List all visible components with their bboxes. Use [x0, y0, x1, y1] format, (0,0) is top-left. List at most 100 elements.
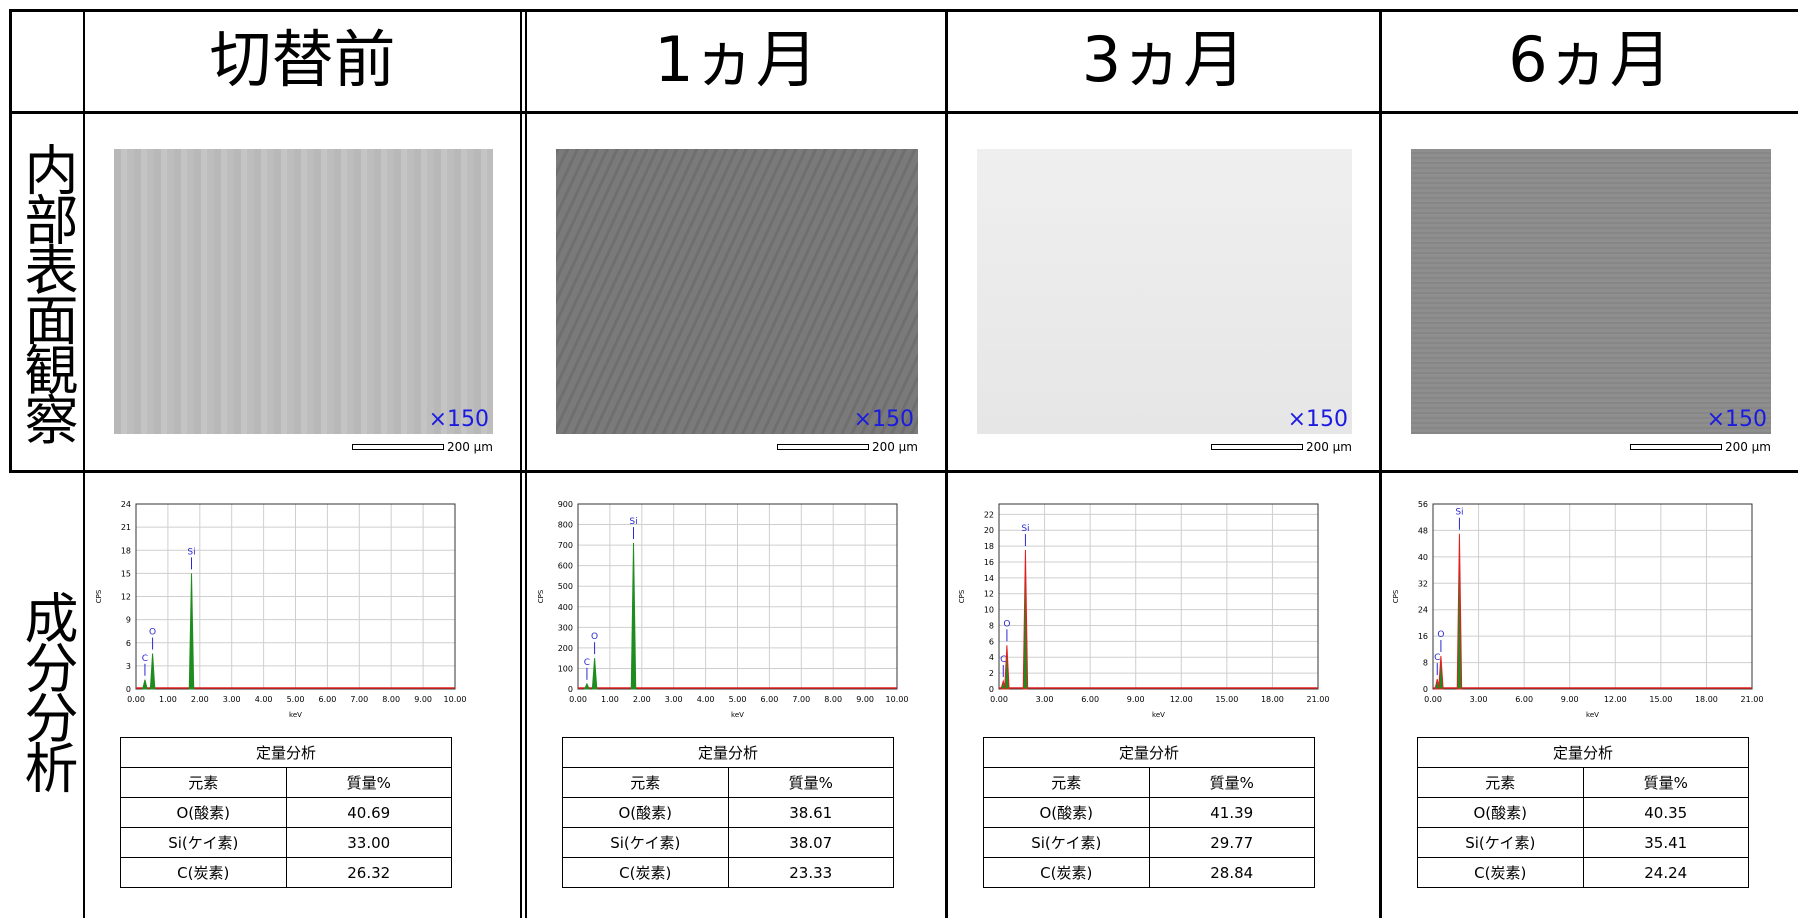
y-axis-label: CPS	[95, 589, 103, 603]
x-tick-label: 6.00	[1515, 695, 1533, 704]
y-tick-label: 24	[1418, 606, 1428, 615]
table-row: 定量分析	[1418, 738, 1749, 768]
x-tick-label: 18.00	[1695, 695, 1718, 704]
x-tick-label: 3.00	[1036, 695, 1054, 704]
y-tick-label: 500	[558, 582, 573, 591]
table-cell: C(炭素)	[984, 858, 1150, 888]
x-tick-label: 9.00	[414, 695, 432, 704]
peak	[592, 658, 596, 689]
y-tick-label: 0	[568, 685, 573, 694]
x-tick-label: 7.00	[792, 695, 810, 704]
x-axis-label: keV	[731, 711, 744, 719]
plot-frame	[1433, 504, 1752, 689]
x-tick-label: 9.00	[1127, 695, 1145, 704]
table-header: 質量%	[728, 768, 894, 798]
y-tick-label: 0	[1423, 685, 1428, 694]
x-tick-label: 15.00	[1215, 695, 1238, 704]
table-row: 元素質量%	[121, 768, 452, 798]
spectrum-chart: 02468101214161820220.003.006.009.0012.00…	[948, 479, 1379, 739]
table-row: Si(ケイ素)38.07	[563, 828, 894, 858]
x-tick-label: 0.00	[990, 695, 1008, 704]
x-tick-label: 7.00	[350, 695, 368, 704]
table-header: 元素	[1418, 768, 1584, 798]
x-tick-label: 9.00	[856, 695, 874, 704]
table-cell: C(炭素)	[563, 858, 729, 888]
x-tick-label: 15.00	[1649, 695, 1672, 704]
table-title: 定量分析	[563, 738, 894, 768]
column: 3ヵ月×150200 μm02468101214161820220.003.00…	[948, 9, 1379, 918]
y-tick-label: 9	[126, 616, 131, 625]
micrograph: ×150	[1411, 149, 1771, 434]
scale-bar-line	[1211, 444, 1303, 450]
column-title: 6ヵ月	[1382, 9, 1798, 111]
y-tick-label: 300	[558, 623, 573, 632]
peak	[189, 573, 193, 689]
y-axis-label: CPS	[537, 589, 545, 603]
magnification: ×150	[854, 407, 914, 432]
micrograph: ×150	[977, 149, 1352, 434]
page: 内部表面観察 成分分析 切替前×150200 μm036912151821240…	[0, 0, 1798, 918]
table-row: O(酸素)41.39	[984, 798, 1315, 828]
peak-label: C	[584, 658, 590, 668]
table-cell: O(酸素)	[563, 798, 729, 828]
peak-label: Si	[1021, 524, 1029, 534]
table-row: 元素質量%	[563, 768, 894, 798]
table-cell: O(酸素)	[121, 798, 287, 828]
table-row: Si(ケイ素)33.00	[121, 828, 452, 858]
scale-label: 200 μm	[1725, 440, 1771, 454]
column-title: 3ヵ月	[948, 9, 1379, 111]
peak	[150, 654, 154, 689]
table-row: 定量分析	[121, 738, 452, 768]
x-tick-label: 1.00	[159, 695, 177, 704]
table-cell: 35.41	[1583, 828, 1749, 858]
table-header: 元素	[121, 768, 287, 798]
scale-bar: 200 μm	[1630, 440, 1771, 454]
table-row: C(炭素)26.32	[121, 858, 452, 888]
scale-bar: 200 μm	[777, 440, 918, 454]
magnification: ×150	[1288, 407, 1348, 432]
x-tick-label: 21.00	[1741, 695, 1764, 704]
scale-bar-line	[777, 444, 869, 450]
y-tick-label: 800	[558, 521, 573, 530]
peak	[1023, 550, 1027, 689]
peak	[631, 543, 635, 689]
table-cell: 26.32	[286, 858, 452, 888]
table-cell: Si(ケイ素)	[563, 828, 729, 858]
table-cell: Si(ケイ素)	[984, 828, 1150, 858]
table-header: 元素	[984, 768, 1150, 798]
table-row: 定量分析	[984, 738, 1315, 768]
y-tick-label: 24	[121, 500, 131, 509]
x-tick-label: 21.00	[1307, 695, 1330, 704]
y-tick-label: 15	[121, 569, 131, 578]
micrograph: ×150	[114, 149, 493, 434]
peak-label: C	[142, 654, 148, 664]
table-row: Si(ケイ素)29.77	[984, 828, 1315, 858]
table-cell: 23.33	[728, 858, 894, 888]
table-header: 質量%	[1149, 768, 1315, 798]
table-cell: 38.07	[728, 828, 894, 858]
table-cell: 24.24	[1583, 858, 1749, 888]
peak-label: O	[1437, 630, 1444, 640]
y-tick-label: 6	[126, 639, 131, 648]
x-axis-label: keV	[1586, 711, 1599, 719]
y-tick-label: 56	[1418, 500, 1428, 509]
y-tick-label: 21	[121, 523, 131, 532]
x-tick-label: 3.00	[223, 695, 241, 704]
table-cell: 33.00	[286, 828, 452, 858]
row-label: 成分分析	[9, 560, 84, 820]
y-tick-label: 900	[558, 500, 573, 509]
magnification: ×150	[429, 407, 489, 432]
table-cell: O(酸素)	[1418, 798, 1584, 828]
x-tick-label: 5.00	[287, 695, 305, 704]
table-header: 質量%	[1583, 768, 1749, 798]
magnification: ×150	[1707, 407, 1767, 432]
y-tick-label: 6	[989, 637, 994, 646]
x-tick-label: 10.00	[886, 695, 909, 704]
peak-label: O	[1003, 619, 1010, 629]
scale-label: 200 μm	[872, 440, 918, 454]
table-title: 定量分析	[1418, 738, 1749, 768]
column: 切替前×150200 μm036912151821240.001.002.003…	[85, 9, 520, 918]
